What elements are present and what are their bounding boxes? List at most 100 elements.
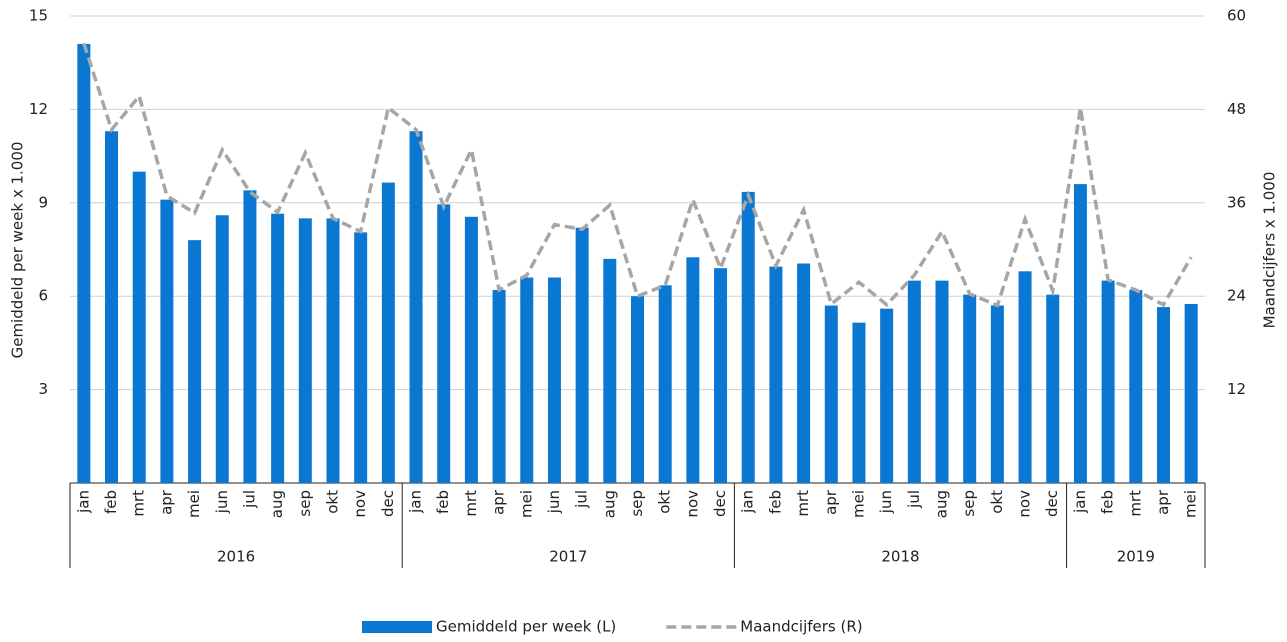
x-tick-label: apr	[157, 489, 175, 515]
x-tick-label: jan	[739, 490, 757, 514]
bar	[741, 191, 755, 484]
bar	[1046, 294, 1060, 483]
x-tick-label: jun	[877, 490, 895, 514]
x-tick-label: feb	[102, 490, 120, 514]
y-tick-label: 3	[38, 380, 48, 398]
bar	[658, 285, 672, 483]
bar	[1184, 303, 1198, 483]
bar	[603, 258, 617, 483]
x-tick-label: mei	[1182, 490, 1200, 518]
y2-tick-label: 60	[1227, 7, 1246, 25]
bar	[437, 204, 451, 483]
x-tick-label: mrt	[794, 490, 812, 517]
bar	[243, 190, 257, 483]
bar	[160, 199, 174, 484]
group-label: 2019	[1117, 548, 1155, 566]
x-tick-label: okt	[323, 490, 341, 514]
x-tick-label: jun	[213, 490, 231, 514]
legend-label: Gemiddeld per week (L)	[436, 618, 616, 636]
bar	[1156, 307, 1170, 483]
x-tick-label: dec	[711, 490, 729, 517]
bar	[77, 44, 91, 484]
group-label: 2016	[217, 548, 255, 566]
x-tick-label: jun	[545, 490, 563, 514]
x-tick-label: nov	[1016, 490, 1034, 518]
x-tick-label: okt	[988, 490, 1006, 514]
x-tick-label: aug	[933, 490, 951, 518]
x-tick-label: mei	[185, 490, 203, 518]
x-tick-label: mrt	[1126, 490, 1144, 517]
x-tick-label: apr	[822, 489, 840, 515]
x-tick-label: dec	[1043, 490, 1061, 517]
y2-tick-label: 24	[1227, 287, 1246, 305]
bar	[354, 232, 368, 483]
y2-tick-label: 12	[1227, 380, 1246, 398]
bar	[547, 277, 561, 483]
bar	[326, 218, 340, 483]
x-tick-label: dec	[379, 490, 397, 517]
bar	[1073, 184, 1087, 483]
legend-label: Maandcijfers (R)	[740, 618, 862, 636]
bar	[1018, 271, 1032, 483]
x-tick-label: jan	[407, 490, 425, 514]
bar	[105, 131, 119, 483]
x-tick-label: sep	[296, 490, 314, 517]
bar	[298, 218, 312, 483]
y-tick-label: 12	[29, 100, 48, 118]
bar	[1101, 280, 1115, 483]
bar	[714, 268, 728, 483]
bar	[935, 280, 949, 483]
bar	[464, 216, 478, 483]
bar	[631, 296, 644, 483]
x-tick-label: okt	[656, 490, 674, 514]
x-tick-label: feb	[766, 490, 784, 514]
bar	[409, 131, 423, 483]
bar	[188, 240, 202, 483]
legend-swatch	[362, 621, 432, 633]
bar	[381, 182, 395, 483]
x-tick-label: feb	[434, 490, 452, 514]
x-tick-label: jul	[240, 490, 258, 509]
group-label: 2018	[881, 548, 919, 566]
x-tick-label: apr	[1154, 489, 1172, 515]
x-tick-label: feb	[1099, 490, 1117, 514]
x-tick-label: mrt	[130, 490, 148, 517]
line	[82, 42, 1193, 308]
y-tick-label: 15	[29, 7, 48, 25]
y-tick-label: 9	[38, 193, 48, 211]
bar	[271, 213, 285, 484]
bar	[963, 294, 977, 483]
bar	[852, 322, 866, 483]
y2-tick-label: 36	[1227, 193, 1246, 211]
x-tick-label: nov	[683, 490, 701, 518]
x-tick-label: jan	[1071, 490, 1089, 514]
x-tick-label: aug	[268, 490, 286, 518]
y2-axis-title: Maandcijfers x 1.000	[1261, 172, 1279, 329]
bar	[990, 305, 1004, 483]
bar	[520, 277, 534, 483]
x-tick-label: sep	[628, 490, 646, 517]
x-tick-label: aug	[600, 490, 618, 518]
x-tick-label: nov	[351, 490, 369, 518]
bar	[686, 257, 700, 483]
y-axis-title: Gemiddeld per week x 1.000	[9, 142, 27, 359]
bar	[132, 171, 146, 483]
x-tick-label: sep	[960, 490, 978, 517]
x-tick-label: mei	[517, 490, 535, 518]
x-tick-label: jul	[573, 490, 591, 509]
bar	[215, 215, 229, 483]
bar	[907, 280, 921, 483]
bar	[1129, 289, 1143, 483]
bar	[769, 266, 783, 483]
y-tick-label: 6	[38, 287, 48, 305]
bar	[880, 308, 894, 483]
y2-tick-label: 48	[1227, 100, 1246, 118]
bar	[797, 263, 811, 483]
group-label: 2017	[549, 548, 587, 566]
x-tick-label: jan	[74, 490, 92, 514]
x-tick-label: jul	[905, 490, 923, 509]
bar	[575, 227, 589, 483]
bar	[824, 305, 838, 483]
x-tick-label: mei	[849, 490, 867, 518]
